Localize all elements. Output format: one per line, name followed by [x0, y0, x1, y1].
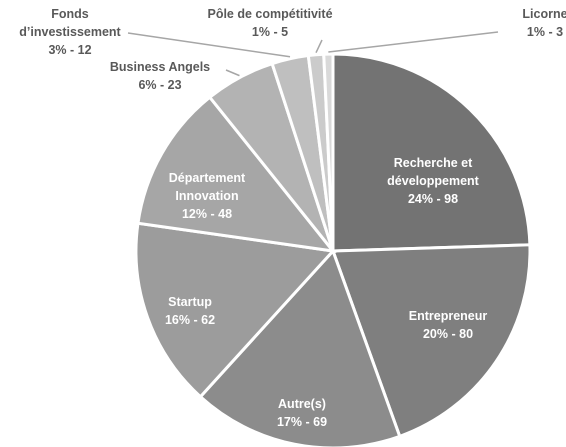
pie-slice — [331, 52, 532, 253]
pie-slice — [136, 95, 337, 254]
slice-label: Startup 16% - 62 — [140, 293, 240, 329]
pie-slice — [134, 221, 337, 399]
category-label: Licorne — [522, 7, 566, 21]
value-label: 12% - 48 — [181, 207, 233, 221]
slice-label: Fonds d’investissement 3% - 12 — [5, 5, 135, 59]
value-label: 1% - 5 — [251, 25, 289, 39]
slice-label: Entrepreneur 20% - 80 — [393, 307, 503, 343]
leader-line — [225, 69, 240, 77]
slice-label: Autre(s) 17% - 69 — [252, 395, 352, 431]
category-label: Fonds d’investissement — [19, 7, 121, 39]
slice-label: Business Angels 6% - 23 — [90, 58, 230, 94]
pie-slice — [198, 248, 402, 447]
pie-slice — [330, 243, 532, 439]
leader-line — [315, 39, 323, 54]
leader-line — [328, 31, 499, 53]
category-label: Département Innovation — [168, 171, 246, 203]
value-label: 1% - 3 — [526, 25, 564, 39]
pie-slice — [322, 52, 335, 252]
category-label: Business Angels — [109, 60, 211, 74]
value-label: 24% - 98 — [407, 192, 459, 206]
value-label: 6% - 23 — [138, 78, 182, 92]
slice-label: Département Innovation 12% - 48 — [152, 169, 262, 223]
category-label: Entrepreneur — [408, 309, 488, 323]
value-label: 20% - 80 — [422, 327, 474, 341]
category-label: Autre(s) — [278, 397, 326, 411]
slice-label: Recherche et développement 24% - 98 — [373, 154, 493, 208]
category-label: Pôle de compétitivité — [207, 7, 333, 21]
category-label: Recherche et développement — [387, 156, 479, 188]
category-label: Startup — [168, 295, 212, 309]
slice-label: Licorne 1% - 3 — [515, 5, 566, 41]
value-label: 3% - 12 — [48, 43, 92, 57]
value-label: 17% - 69 — [276, 415, 328, 429]
value-label: 16% - 62 — [164, 313, 216, 327]
leader-line — [127, 32, 291, 58]
slice-label: Pôle de compétitivité 1% - 5 — [195, 5, 345, 41]
